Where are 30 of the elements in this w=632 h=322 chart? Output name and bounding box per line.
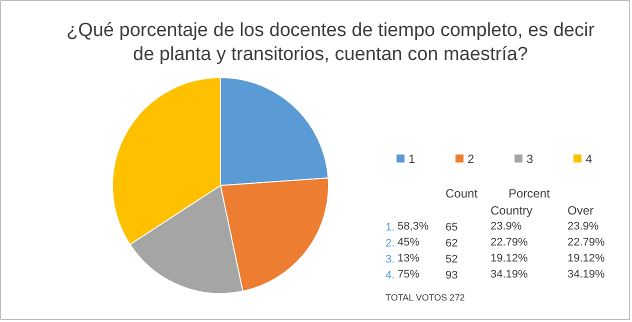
text: 4. bbox=[386, 270, 395, 282]
text: 13% bbox=[398, 252, 420, 264]
text: Porcent bbox=[508, 186, 551, 200]
text: TOTAL VOTOS 272 bbox=[386, 292, 465, 302]
legend-label: 1 bbox=[408, 152, 416, 166]
text: 23.9% bbox=[568, 220, 599, 232]
text: 93 bbox=[446, 270, 458, 282]
chart-title: ¿Qué porcentaje de los docentes de tiempo completo, es decir de planta y transitorios, cuentan con maestría? bbox=[66, 20, 596, 65]
text: 75% bbox=[398, 268, 420, 280]
text: 3. bbox=[386, 254, 395, 266]
text: Over bbox=[568, 204, 594, 218]
text: Count bbox=[446, 186, 478, 200]
text: 45% bbox=[398, 236, 420, 248]
text: 34.19% bbox=[490, 268, 528, 280]
text: 22.79% bbox=[568, 236, 606, 248]
text: 58,3% bbox=[398, 220, 429, 232]
text: 19.12% bbox=[490, 252, 528, 264]
text: 34.19% bbox=[568, 268, 606, 280]
legend-label: 3 bbox=[526, 152, 534, 166]
text: 2. bbox=[386, 238, 395, 250]
text: 1. bbox=[386, 222, 395, 234]
text: 52 bbox=[446, 254, 458, 266]
text: Country bbox=[490, 204, 533, 218]
text: 19.12% bbox=[568, 252, 606, 264]
text: 62 bbox=[446, 238, 458, 250]
text: 22.79% bbox=[490, 236, 528, 248]
legend-label: 4 bbox=[586, 152, 592, 166]
text: 23.9% bbox=[490, 220, 522, 232]
legend-label: 2 bbox=[468, 152, 474, 166]
text: 65 bbox=[446, 222, 458, 234]
